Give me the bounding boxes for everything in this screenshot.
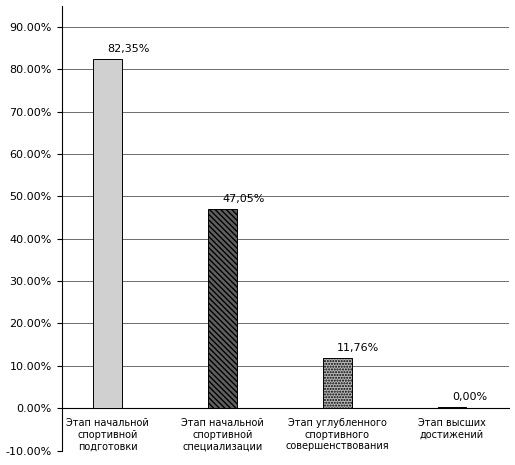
- Text: 82,35%: 82,35%: [108, 44, 150, 54]
- Text: 0,00%: 0,00%: [452, 392, 487, 402]
- Bar: [438, 406, 467, 408]
- Bar: [323, 359, 352, 408]
- Bar: [208, 209, 237, 408]
- Text: 11,76%: 11,76%: [337, 343, 380, 353]
- Text: 47,05%: 47,05%: [222, 194, 265, 204]
- Bar: [93, 59, 122, 408]
